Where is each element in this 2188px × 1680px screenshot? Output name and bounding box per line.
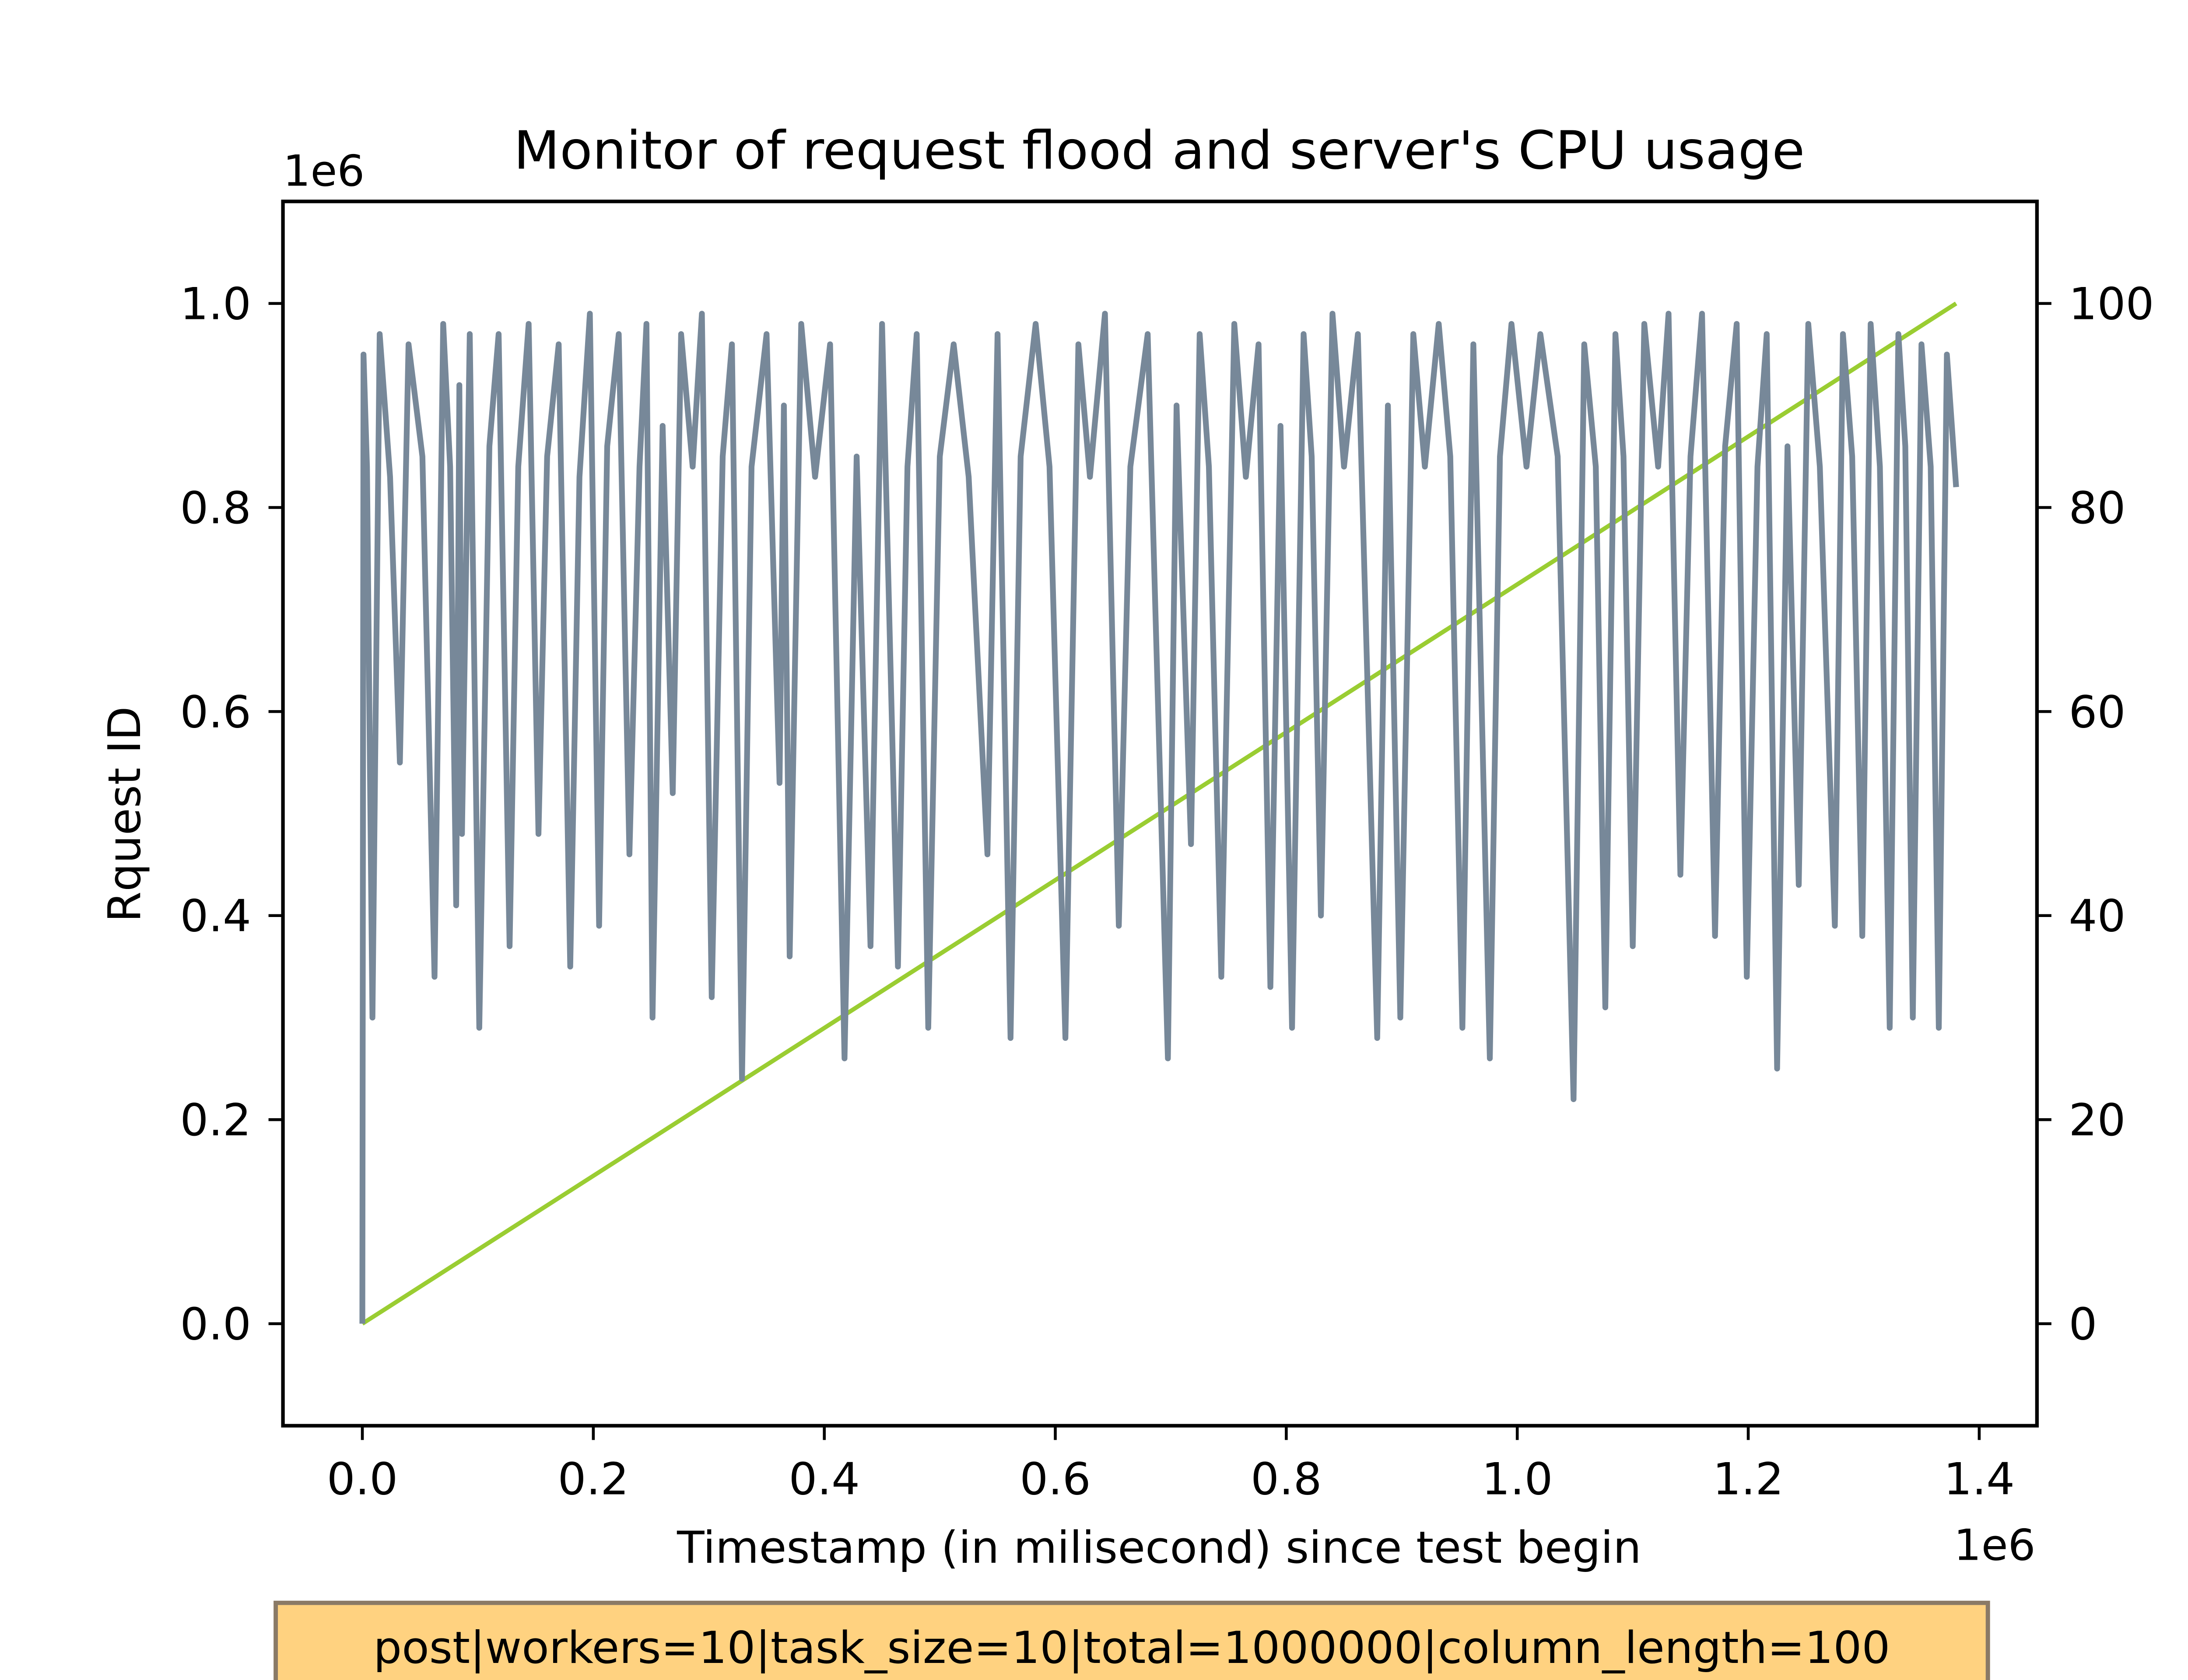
x-axis-label: Timestamp (in milisecond) since test beg… <box>677 1522 1641 1573</box>
annotation-box <box>274 1600 1990 1680</box>
y-tick-label: 1.0 <box>180 278 251 329</box>
plot-area <box>359 301 1959 1326</box>
x-tick-label: 1.0 <box>1482 1453 1553 1505</box>
x-offset-label: 1e6 <box>1954 1521 2036 1570</box>
y2-tick-label: 100 <box>2069 278 2154 329</box>
y2-tick-label: 80 <box>2069 482 2125 533</box>
data-line <box>359 311 1959 1324</box>
y2-tick-label: 40 <box>2069 890 2125 942</box>
axes-frame <box>281 200 2039 1428</box>
x-tick-label: 0.4 <box>789 1453 860 1505</box>
y-tick-label: 0.2 <box>180 1095 251 1146</box>
y-axis-label: Rquest ID <box>99 707 151 922</box>
chart-title: Monitor of request flood and server's CP… <box>514 119 1805 181</box>
y2-tick-label: 20 <box>2069 1095 2125 1146</box>
y-tick-label: 0.4 <box>180 890 251 942</box>
y-offset-label: 1e6 <box>283 147 365 196</box>
y-tick-label: 0.6 <box>180 686 251 738</box>
y-tick-label: 0.8 <box>180 482 251 533</box>
x-tick-label: 0.0 <box>327 1453 398 1505</box>
x-tick-label: 0.6 <box>1020 1453 1091 1505</box>
y-tick-label: 0.0 <box>180 1298 251 1350</box>
y2-axis-label: SUT CPU usage (8 vCores) <box>2182 523 2188 1105</box>
y2-tick-label: 60 <box>2069 686 2125 738</box>
y2-tick-label: 0 <box>2069 1298 2097 1350</box>
x-tick-label: 0.2 <box>558 1453 629 1505</box>
x-tick-label: 1.4 <box>1944 1453 2015 1505</box>
annotation: post|workers=10|task_size=10|total=10000… <box>373 1622 1890 1673</box>
x-tick-label: 1.2 <box>1713 1453 1784 1505</box>
x-tick-label: 0.8 <box>1251 1453 1322 1505</box>
